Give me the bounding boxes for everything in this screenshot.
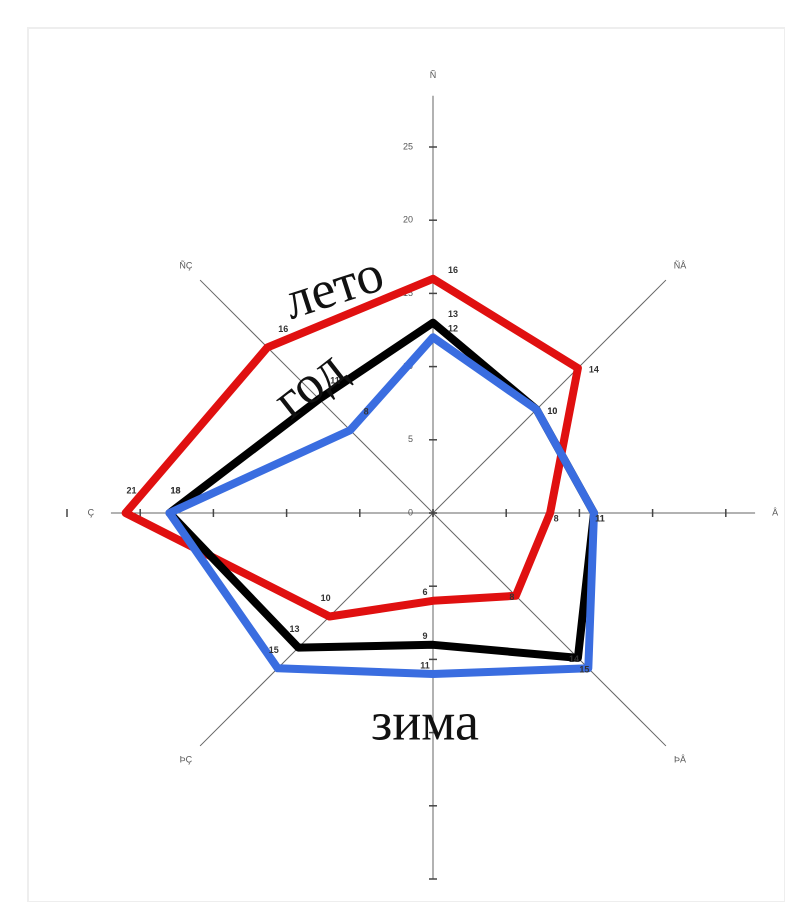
axis-label: ÑÂ (674, 260, 687, 270)
data-label: 11 (595, 513, 605, 523)
axis-label: Ñ (430, 70, 437, 80)
axis-label: Ç (88, 507, 95, 517)
axis-label: ÞÂ (674, 754, 686, 764)
data-label: 14 (569, 654, 579, 664)
data-label: 15 (269, 645, 279, 655)
data-label: 8 (554, 513, 559, 523)
tick-label: 20 (403, 215, 413, 225)
axis-line (199, 512, 434, 747)
data-label: 16 (278, 324, 288, 334)
data-label: 13 (290, 624, 300, 634)
data-label: 6 (422, 587, 427, 597)
data-label: 11 (420, 660, 430, 670)
axis-line (432, 512, 667, 747)
data-label: 11 (330, 376, 340, 386)
data-label: 8 (509, 592, 514, 602)
tick-label: 5 (408, 434, 413, 444)
data-label: 13 (448, 309, 458, 319)
series-line (121, 274, 582, 621)
data-label: 9 (422, 631, 427, 641)
data-label: 18 (170, 485, 180, 495)
series-line (165, 333, 598, 678)
axis-line (432, 279, 667, 514)
data-label: 10 (547, 406, 557, 416)
axis-label: ÑÇ (179, 260, 192, 270)
tick-label: 0 (408, 507, 413, 517)
data-label: 16 (448, 265, 458, 275)
axis-label: ÞÇ (180, 754, 193, 764)
data-label: 11 (595, 513, 605, 523)
data-label: 10 (321, 593, 331, 603)
data-label: 18 (170, 485, 180, 495)
axis-label: Â (772, 507, 778, 517)
data-label: 12 (448, 324, 458, 334)
data-label: 10 (547, 406, 557, 416)
data-label: 15 (579, 665, 589, 675)
data-label: 8 (364, 407, 369, 417)
series-name: зима (371, 691, 479, 751)
data-label: 21 (127, 485, 137, 495)
tick-label: 25 (403, 141, 413, 151)
panel (27, 27, 785, 902)
data-label: 14 (589, 364, 599, 374)
